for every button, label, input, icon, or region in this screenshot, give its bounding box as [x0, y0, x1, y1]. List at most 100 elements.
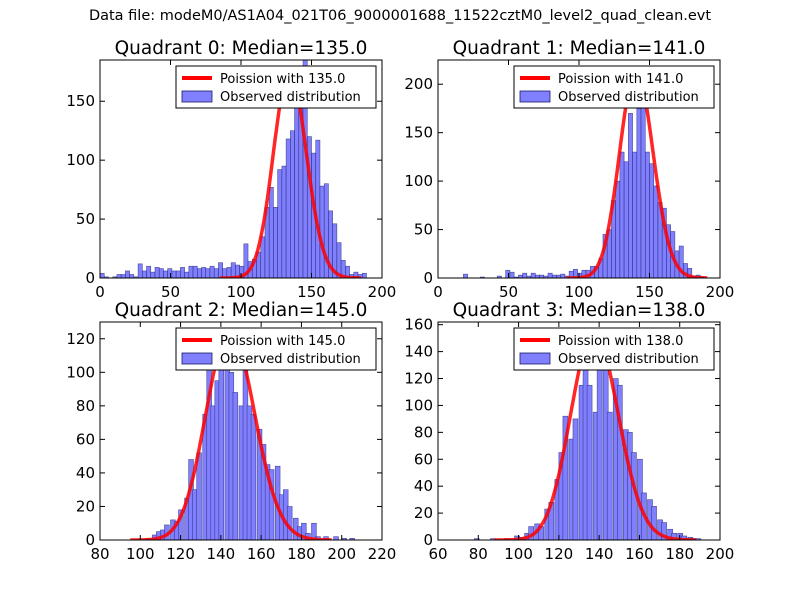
quadrant-1-histogram-bar [678, 245, 684, 278]
quadrant-1-ytick-label: 100 [404, 172, 433, 190]
quadrant-2-plot: 80 100 120 140 160 180 200 220 0 20 40 60 80 100 120 Qu… [66, 300, 396, 563]
quadrant-3-legend-bar-swatch [519, 352, 551, 365]
quadrant-0-xtick-label: 100 [227, 283, 256, 301]
quadrant-3-legend-curve-label: Poission with 138.0 [558, 334, 683, 349]
quadrant-2-histogram-bar [301, 522, 307, 540]
quadrant-0-histogram-bar [361, 272, 367, 278]
quadrant-2-axes-frame [99, 321, 383, 541]
quadrant-3-xtick-label: 180 [665, 545, 694, 563]
quadrant-2-histogram-bar [333, 536, 339, 540]
quadrant-0-histogram-bar [201, 267, 207, 278]
quadrant-3-xtick-label: 60 [428, 545, 447, 563]
quadrant-1-histogram-bar [463, 273, 468, 278]
quadrant-0-histogram-bar [192, 265, 198, 278]
quadrant-0-legend-bar-swatch [181, 90, 213, 103]
quadrant-3-title: Quadrant 3: Median=138.0 [453, 300, 706, 321]
quadrant-2-histogram-bar [178, 509, 184, 540]
quadrant-2-histogram-bar [232, 392, 239, 540]
quadrant-3-histogram-bar [596, 340, 603, 540]
quadrant-3-ytick-label: 20 [414, 504, 433, 522]
quadrant-1-histogram-bar [547, 272, 553, 278]
quadrant-1-histogram-bar [653, 185, 659, 278]
quadrant-1-histogram-bar [632, 151, 638, 278]
quadrant-0-histogram-bar [345, 265, 350, 278]
quadrant-3-ytick-label: 160 [404, 316, 433, 334]
quadrant-0-histogram-bar [184, 271, 190, 278]
quadrant-3-ytick-label: 60 [414, 450, 433, 468]
quadrant-0-histogram-bar [277, 169, 283, 278]
quadrant-2-legend: Poission with 145.0 Observed distribution [175, 327, 377, 371]
quadrant-1-legend-bar-swatch [519, 90, 551, 103]
quadrant-1-title: Quadrant 1: Median=141.0 [453, 38, 706, 59]
quadrant-1-histogram-bar [560, 273, 566, 278]
quadrant-3-xtick-label: 160 [625, 545, 654, 563]
quadrant-3-ytick-label: 100 [404, 396, 433, 414]
quadrant-3-xtick-label: 80 [469, 545, 488, 563]
quadrant-1-legend-bar-label: Observed distribution [558, 90, 699, 105]
quadrant-2-xtick-label: 200 [327, 545, 356, 563]
quadrant-0-histogram-bar [218, 262, 223, 278]
quadrant-3-xtick-label: 200 [706, 545, 735, 563]
quadrant-0-histogram-bar [188, 265, 194, 278]
quadrant-2-histogram-bar [311, 522, 317, 540]
quadrant-0-xtick-label: 200 [368, 283, 397, 301]
quadrant-1-xtick-label: 200 [706, 283, 735, 301]
quadrant-0-histogram-bar [120, 274, 126, 278]
quadrant-2-xtick-label: 180 [287, 545, 316, 563]
quadrant-2-xtick-label: 80 [90, 545, 109, 563]
quadrant-0-histogram-bar [268, 186, 274, 278]
quadrant-3-ytick-label: 80 [414, 423, 433, 441]
quadrant-0-histogram-bar [129, 274, 135, 278]
quadrant-3-legend-bar-label: Observed distribution [558, 352, 699, 367]
quadrant-0-histogram-bar [196, 268, 202, 278]
quadrant-0-histogram-bar [100, 272, 105, 278]
quadrant-1-ytick-label: 50 [414, 221, 433, 239]
quadrant-1-xtick-label: 50 [499, 283, 518, 301]
quadrant-0-histogram-bar [260, 236, 266, 278]
quadrant-0-histogram-bar [142, 270, 147, 278]
quadrant-3-ytick-label: 140 [404, 343, 433, 361]
figure-suptitle: Data file: modeM0/AS1A04_021T06_90000016… [88, 8, 712, 24]
quadrant-2-xtick-label: 140 [207, 545, 236, 563]
quadrant-0-histogram-bar [213, 268, 219, 278]
quadrant-0-histogram-bar [116, 274, 122, 278]
quadrant-2-ytick-label: 0 [85, 531, 95, 549]
quadrant-2-legend-curve-label: Poission with 145.0 [220, 334, 345, 349]
quadrant-0-histogram-bar [163, 270, 168, 278]
quadrant-1-histogram-bar [522, 272, 528, 278]
quadrant-0-legend: Poission with 135.0 Observed distribution [175, 65, 377, 109]
quadrant-1-plot: 0 50 100 150 200 0 50 100 150 200 Quadrant 1: Medi… [404, 38, 734, 301]
quadrant-2-ytick-label: 120 [66, 330, 95, 348]
quadrant-0-histogram-bar [209, 265, 215, 278]
quadrant-0-title: Quadrant 0: Median=135.0 [115, 38, 368, 59]
quadrant-0-legend-bar-label: Observed distribution [220, 90, 361, 105]
quadrant-1-xtick-label: 0 [433, 283, 443, 301]
quadrant-2-ytick-label: 100 [66, 363, 95, 381]
quadrant-0-xtick-label: 50 [161, 283, 180, 301]
quadrant-0-ytick-label: 100 [66, 151, 95, 169]
quadrant-0-histogram-bar [137, 263, 143, 278]
quadrant-2-xtick-label: 100 [126, 545, 155, 563]
quadrant-2-title: Quadrant 2: Median=145.0 [115, 300, 368, 321]
quadrant-3-xtick-label: 120 [545, 545, 574, 563]
quadrant-3-ytick-label: 0 [423, 531, 433, 549]
quadrant-2-xtick-label: 220 [368, 545, 397, 563]
quadrant-3-xtick-label: 140 [585, 545, 614, 563]
quadrant-2-histogram-bar [218, 341, 224, 540]
quadrant-3-plot: 60 80 100 120 140 160 180 200 0 20 40 60 80 100 120 140… [404, 300, 734, 563]
quadrant-0-histogram-bar [230, 262, 236, 278]
quadrant-0-histogram-bar [315, 139, 321, 278]
quadrant-2-histogram-bar [250, 413, 257, 540]
quadrant-0-histogram-bar [290, 130, 295, 278]
quadrant-1-histogram-bar [530, 272, 536, 278]
quadrant-0-ytick-label: 50 [76, 210, 95, 228]
quadrant-1-xtick-label: 100 [565, 283, 594, 301]
quadrant-1-histogram-bar [615, 180, 621, 278]
quadrant-3-axes-frame [437, 321, 721, 541]
quadrant-0-histogram-bar [294, 98, 300, 278]
quadrant-1-histogram-bar [619, 151, 625, 278]
quadrant-1-ytick-label: 0 [423, 269, 433, 287]
quadrant-0-histogram-bar [171, 270, 177, 278]
quadrant-3-xtick-label: 100 [504, 545, 533, 563]
